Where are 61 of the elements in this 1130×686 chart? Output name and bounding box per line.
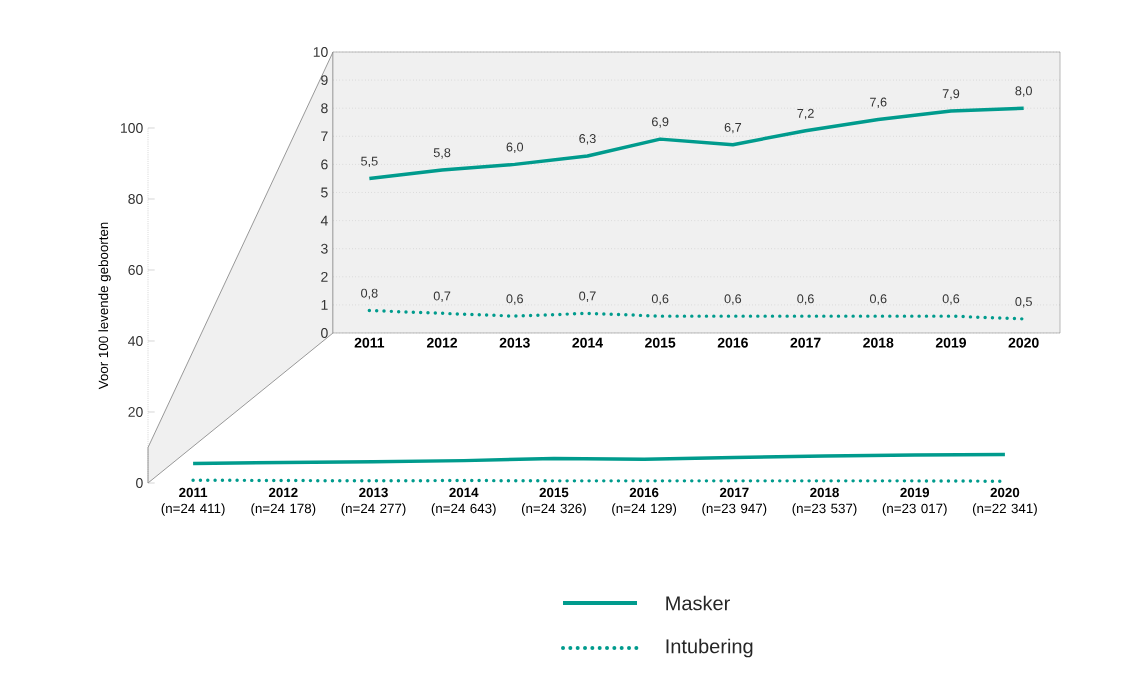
y-tick-label: 2 [321,271,328,282]
data-label: 0,7 [579,291,596,302]
x-tick-label: 2012 (n=24 178) [251,487,316,516]
x-tick-label: 2018 (n=23 537) [792,487,857,516]
y-tick-label: 5 [321,187,328,198]
data-label: 0,6 [942,294,960,305]
data-label: 6,7 [724,122,742,134]
data-label: 6,9 [652,117,669,128]
y-tick-label: 10 [313,47,328,57]
x-tick-label: 2020 [1008,337,1039,348]
x-tick-label: 2017 (n=23 947) [702,487,767,516]
x-tick-label: 2011 (n=24 411) [161,487,225,516]
x-tick-label: 2019 [935,337,967,348]
data-label: 7,9 [942,89,960,100]
data-label: 5,5 [361,156,378,168]
y-tick-label: 0 [321,328,328,338]
data-label: 0,7 [433,291,451,302]
y-tick-label: 0 [136,478,143,488]
y-tick-label: 1 [321,300,328,310]
y-tick-label: 7 [321,131,328,142]
x-tick-label: 2015 (n=24 326) [521,487,586,516]
data-label: 7,6 [870,97,887,109]
y-tick-label: 8 [321,103,328,114]
y-tick-label: 3 [321,243,328,254]
x-tick-label: 2016 [717,337,748,348]
x-tick-label: 2020 (n=22 341) [972,487,1037,516]
x-tick-label: 2019 (n=23 017) [882,487,947,516]
data-label: 7,2 [797,108,814,120]
data-label: 0,6 [724,294,742,305]
y-tick-label: 4 [320,215,328,226]
data-label: 5,8 [433,148,451,159]
data-label: 0,6 [506,294,523,305]
line-series [191,452,1007,466]
y-tick-label: 40 [128,336,143,346]
x-tick-label: 2014 (n=24 643) [431,487,496,516]
legend-label: Masker [666,595,730,611]
x-tick-label: 2018 [863,337,894,348]
y-tick-label: 60 [128,265,143,275]
y-tick-label: 80 [128,194,143,204]
y-tick-label: 6 [321,159,328,170]
x-tick-label: 2017 [790,337,821,348]
x-tick-label: 2015 [645,337,676,348]
x-tick-label: 2012 [426,337,458,348]
y-tick-label: 20 [128,407,143,417]
data-label: 8,0 [1015,86,1032,97]
legend-label: Intubering [666,638,753,658]
x-tick-label: 2013 (n=24 277) [341,487,406,516]
data-label: 0,6 [651,294,669,305]
y-tick-label: 100 [121,123,143,133]
x-tick-label: 2013 [499,337,530,348]
x-tick-label: 2014 [572,337,603,348]
x-tick-label: 2011 [354,337,385,348]
y-axis-title: Voor 100 levende geboorten [98,222,111,390]
data-label: 0,8 [361,288,378,300]
data-label: 6,3 [579,134,596,145]
data-label: 0,5 [1015,297,1032,308]
data-label: 6,0 [506,142,524,154]
y-tick-label: 9 [321,75,328,86]
data-label: 0,6 [797,294,814,305]
data-label: 0,6 [869,294,887,305]
x-tick-label: 2016 (n=24 129) [612,487,677,516]
